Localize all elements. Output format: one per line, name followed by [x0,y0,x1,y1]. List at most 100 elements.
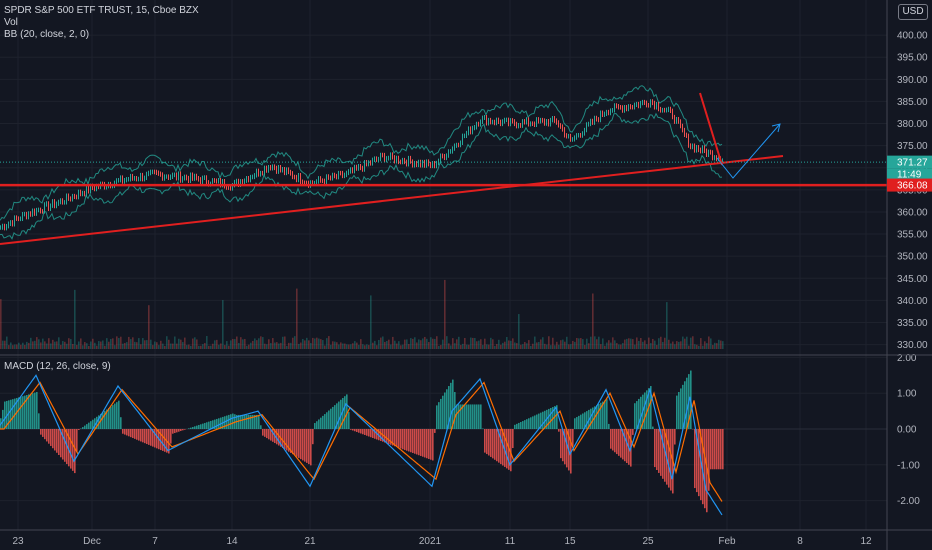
macd-histogram-bar [234,414,236,429]
macd-histogram-bar [54,429,56,451]
volume-bar [324,345,326,349]
volume-bar [416,342,418,349]
macd-histogram-bar [624,429,626,462]
price-tick-label: 390.00 [897,75,928,86]
trend-annotations[interactable] [0,92,887,245]
volume-bar [622,343,624,349]
macd-histogram-bar [52,429,54,449]
macd-histogram-bar [364,429,366,435]
volume-bar [700,338,702,349]
volume-bar [148,305,150,349]
volume-bars [0,279,724,349]
macd-histogram-bar [356,429,358,432]
volume-bar [194,337,196,349]
macd-histogram-bar [246,414,248,429]
macd-histogram-bar [324,414,326,429]
macd-histogram-bar [584,412,586,429]
macd-histogram-bar [524,420,526,429]
volume-bar [48,338,50,349]
price-tick-label: 335.00 [897,318,928,329]
volume-bar [420,340,422,349]
volume-bar [138,338,140,349]
volume-bar [614,340,616,349]
macd-histogram-bar [414,429,416,454]
macd-histogram-bar [674,429,676,445]
macd-histogram-bar [506,429,508,469]
volume-bar [486,344,488,349]
macd-histogram-bar [238,414,240,429]
volume-bar [274,342,276,349]
macd-histogram-bar [490,429,492,457]
volume-bar [476,341,478,349]
bollinger-legend[interactable]: BB (20, close, 2, 0) [4,29,90,40]
volume-bar [404,339,406,349]
macd-histogram-bar [194,426,196,429]
volume-bar [458,336,460,349]
macd-legend: MACD (12, 26, close, 9) [4,361,111,373]
volume-bar [596,339,598,349]
macd-histogram-bar [462,404,464,429]
volume-bar [540,339,542,349]
macd-histogram-bar [10,399,12,429]
time-tick-label: 2021 [419,536,442,547]
volume-bar [442,339,444,349]
macd-histogram-bar [338,401,340,429]
volume-bar [2,340,4,349]
volume-bar [544,343,546,349]
volume-bar [300,342,302,349]
volume-bar [616,343,618,349]
bar-countdown-tag-text: 11:49 [897,170,922,181]
macd-histogram-bar [550,407,552,429]
last-price-tag[interactable]: 371.27 [887,155,932,169]
macd-histogram-bar [570,429,572,474]
volume-bar [192,338,194,349]
volume-bar [668,339,670,349]
volume-bar [286,345,288,349]
bar-countdown-tag[interactable]: 11:49 [887,168,932,181]
macd-histogram-bar [682,384,684,429]
macd-histogram-bar [704,429,706,509]
volume-legend[interactable]: Vol [4,17,18,28]
macd-histogram-bar [406,429,408,451]
volume-bar [228,345,230,349]
volume-bar [240,337,242,349]
macd-histogram-bar [252,414,254,429]
volume-bar [514,342,516,349]
macd-histogram-bar [198,424,200,429]
macd-histogram-bar [484,429,486,453]
macd-histogram-bar [700,429,702,501]
volume-bar [590,336,592,349]
macd-histogram-bar [600,402,602,429]
price-tick-label: 375.00 [897,141,928,152]
macd-histogram-bar [494,429,496,460]
volume-bar [436,336,438,349]
macd-histogram-bar [626,429,628,464]
level-price-tag[interactable]: 366.08 [887,178,932,192]
volume-bar [336,342,338,349]
volume-bar [44,341,46,349]
macd-histogram-bar [488,429,490,456]
volume-bar [234,339,236,349]
volume-bar [202,344,204,349]
last-price-tag-bg [887,155,932,169]
currency-button[interactable]: USD [898,4,928,20]
volume-bar [244,338,246,349]
macd-histogram-bar [316,421,318,429]
time-tick-label: 21 [304,536,316,547]
price-tick-label: 355.00 [897,230,928,241]
volume-bar [314,338,316,349]
macd-legend-label[interactable]: MACD (12, 26, close, 9) [4,361,111,372]
volume-bar [660,336,662,349]
macd-histogram-bar [114,403,116,429]
volume-bar [608,340,610,349]
volume-bar [14,344,16,349]
macd-histogram-bar [208,421,210,429]
symbol-title[interactable]: SPDR S&P 500 ETF TRUST, 15, Cboe BZX [4,5,199,16]
macd-histogram-bar [434,429,436,433]
volume-bar [30,337,32,349]
macd-histogram-bar [598,403,600,429]
volume-bar [712,345,714,349]
volume-bar [146,340,148,349]
volume-bar [396,343,398,349]
